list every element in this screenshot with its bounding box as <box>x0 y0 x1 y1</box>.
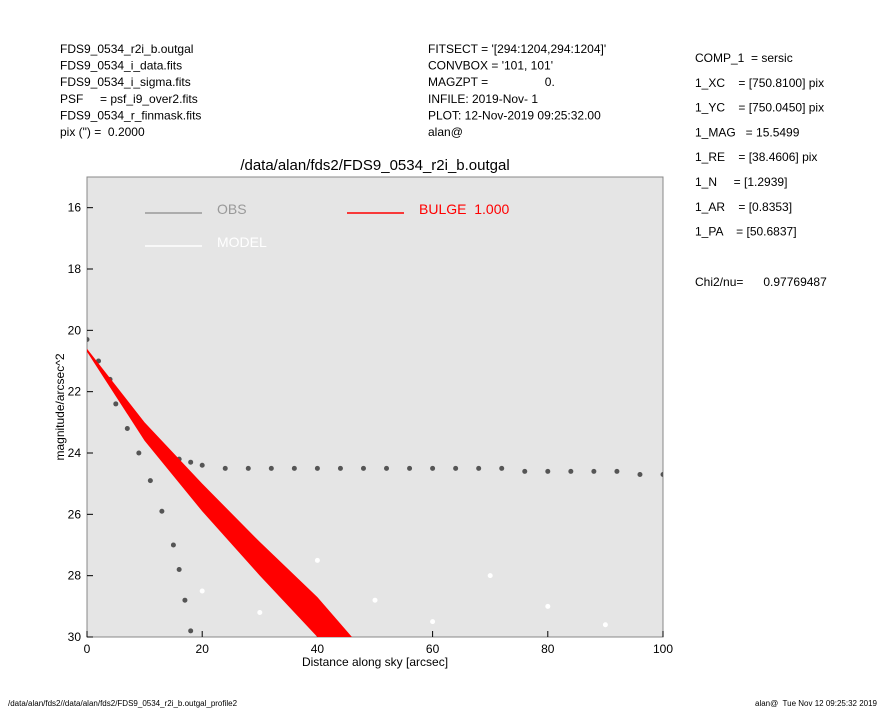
data-point <box>159 508 165 514</box>
data-point <box>245 465 251 471</box>
data-point <box>499 465 505 471</box>
header-line: FDS9_0534_i_data.fits <box>60 59 182 73</box>
data-point <box>430 465 436 471</box>
y-tick-label: 18 <box>68 262 82 276</box>
header-line: FITSECT = '[294:1204,294:1204]' <box>428 42 606 56</box>
data-point <box>660 471 663 477</box>
data-point <box>199 462 205 468</box>
data-point <box>545 468 551 474</box>
data-point <box>476 465 482 471</box>
data-point <box>188 628 194 634</box>
y-tick-label: 16 <box>68 201 82 215</box>
y-axis-label: magnitude/arcsec^2 <box>53 353 67 460</box>
fit-parameter: 1_PA = [50.6837] <box>695 225 797 239</box>
data-point <box>522 468 528 474</box>
data-point <box>384 465 390 471</box>
legend-label: BULGE 1.000 <box>419 201 509 217</box>
footer-left: /data/alan/fds2//data/alan/fds2/FDS9_053… <box>8 699 238 708</box>
header-line: INFILE: 2019-Nov- 1 <box>428 92 538 106</box>
model-band <box>87 348 352 637</box>
fit-parameter: 1_XC = [750.8100] pix <box>695 76 824 90</box>
fit-parameter: COMP_1 = sersic <box>695 51 793 65</box>
x-tick-label: 20 <box>196 642 210 656</box>
data-point <box>602 622 608 628</box>
fit-parameter: 1_N = [1.2939] <box>695 175 787 189</box>
data-point <box>407 465 413 471</box>
data-point <box>147 478 153 484</box>
data-point <box>314 465 320 471</box>
data-point <box>199 588 205 594</box>
y-tick-label: 22 <box>68 385 82 399</box>
data-point <box>188 459 194 465</box>
data-point <box>591 468 597 474</box>
data-point <box>182 597 188 603</box>
data-point <box>614 468 620 474</box>
header-line: FDS9_0534_r_finmask.fits <box>60 108 201 122</box>
data-point <box>337 465 343 471</box>
data-point <box>545 603 551 609</box>
x-tick-label: 80 <box>541 642 555 656</box>
chi-square: Chi2/nu= 0.97769487 <box>695 275 827 289</box>
header-line: FDS9_0534_i_sigma.fits <box>60 75 191 89</box>
header-line: CONVBOX = '101, 101' <box>428 59 553 73</box>
data-point <box>222 465 228 471</box>
fit-parameter: 1_YC = [750.0450] pix <box>695 101 824 115</box>
data-point <box>360 465 366 471</box>
fit-parameter: 1_RE = [38.4606] pix <box>695 150 817 164</box>
data-point <box>113 401 119 407</box>
y-tick-label: 28 <box>68 569 82 583</box>
header-line: PLOT: 12-Nov-2019 09:25:32.00 <box>428 108 601 122</box>
data-point <box>87 337 90 343</box>
data-point <box>291 465 297 471</box>
header-line: pix (") = 0.2000 <box>60 125 145 139</box>
data-point <box>568 468 574 474</box>
data-point <box>487 573 493 579</box>
data-point <box>136 450 142 456</box>
chart-title: /data/alan/fds2/FDS9_0534_r2i_b.outgal <box>240 157 509 174</box>
x-tick-label: 60 <box>426 642 440 656</box>
data-point <box>257 609 263 615</box>
data-point <box>637 471 643 477</box>
data-point <box>372 597 378 603</box>
data-point <box>124 425 130 431</box>
y-tick-label: 26 <box>68 507 82 521</box>
x-tick-label: 100 <box>653 642 673 656</box>
header-line: alan@ <box>428 125 463 139</box>
fit-parameter: 1_AR = [0.8353] <box>695 200 792 214</box>
y-tick-label: 20 <box>68 323 82 337</box>
x-tick-label: 0 <box>84 642 91 656</box>
header-line: MAGZPT = 0. <box>428 75 555 89</box>
data-point <box>170 542 176 548</box>
y-tick-label: 24 <box>68 446 82 460</box>
legend-label: OBS <box>217 201 247 217</box>
legend-label: MODEL <box>217 234 267 250</box>
header-line: PSF = psf_i9_over2.fits <box>60 92 198 106</box>
data-point <box>268 465 274 471</box>
footer-right: alan@ Tue Nov 12 09:25:32 2019 <box>755 699 878 708</box>
x-tick-label: 40 <box>311 642 325 656</box>
y-tick-label: 30 <box>68 630 82 644</box>
data-point <box>314 557 320 563</box>
data-point <box>430 619 436 625</box>
x-axis-label: Distance along sky [arcsec] <box>302 655 448 669</box>
data-point <box>453 465 459 471</box>
header-line: FDS9_0534_r2i_b.outgal <box>60 42 193 56</box>
plot-area <box>86 176 664 638</box>
fit-parameter: 1_MAG = 15.5499 <box>695 125 800 139</box>
data-point <box>176 567 182 573</box>
